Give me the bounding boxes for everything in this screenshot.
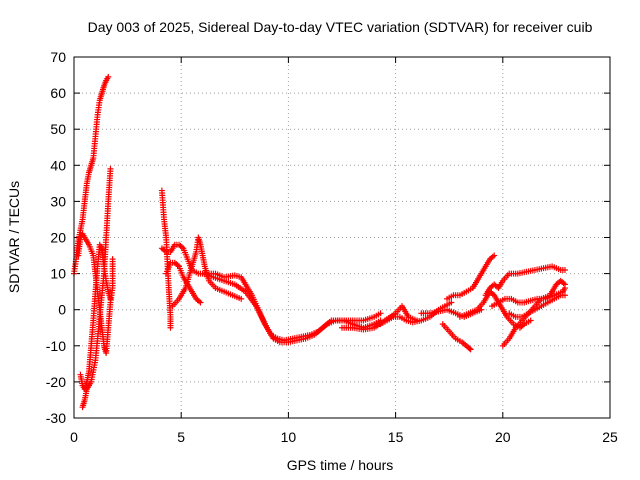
data-point [238, 295, 245, 302]
series-arc-steep-rise [71, 73, 112, 277]
series-arc-late-2 [506, 277, 568, 320]
data-point [109, 256, 116, 263]
data-point [448, 299, 455, 306]
data-point [561, 292, 568, 299]
data-point [197, 299, 204, 306]
y-tick-label: 20 [50, 230, 66, 246]
chart-title: Day 003 of 2025, Sidereal Day-to-day VTE… [88, 19, 593, 35]
series-arc-dip-18 [439, 321, 474, 353]
data-point [527, 317, 534, 324]
series-arc-rise-19 [444, 252, 498, 302]
series-arc-20h-upper [482, 263, 568, 299]
y-axis-label: SDTVAR / TECUs [6, 181, 22, 293]
series-arc-main-band [199, 270, 384, 346]
data-point [466, 345, 473, 352]
x-tick-label: 25 [602, 429, 618, 445]
data-points [71, 73, 568, 411]
y-tick-label: 40 [50, 157, 66, 173]
y-tick-label: -20 [46, 374, 66, 390]
series-arc-hump [75, 230, 116, 357]
grid-lines [74, 57, 610, 418]
data-point [377, 310, 384, 317]
axis-ticks: 0 5 10 15 20 25 -30 -20 -10 0 10 20 30 40 50 60 70 [46, 49, 618, 445]
x-tick-label: 15 [388, 429, 404, 445]
y-tick-label: -30 [46, 410, 66, 426]
data-point [561, 281, 568, 288]
y-tick-label: 30 [50, 193, 66, 209]
plot-frame [73, 56, 611, 419]
series-arc-deep [79, 165, 114, 411]
y-tick-label: 70 [50, 49, 66, 65]
data-point [561, 266, 568, 273]
y-tick-label: 60 [50, 85, 66, 101]
series-arc-5h-low [163, 259, 204, 306]
y-tick-label: -10 [46, 338, 66, 354]
x-tick-label: 0 [70, 429, 78, 445]
y-tick-label: 0 [58, 302, 66, 318]
data-point [467, 346, 474, 353]
data-point [491, 252, 498, 259]
x-tick-label: 20 [495, 429, 511, 445]
x-tick-label: 10 [281, 429, 297, 445]
y-tick-label: 50 [50, 121, 66, 137]
data-point [167, 324, 174, 331]
data-point [105, 73, 112, 80]
x-tick-label: 5 [177, 429, 185, 445]
y-tick-label: 10 [50, 266, 66, 282]
data-point [107, 165, 114, 172]
x-axis-label: GPS time / hours [287, 457, 394, 473]
